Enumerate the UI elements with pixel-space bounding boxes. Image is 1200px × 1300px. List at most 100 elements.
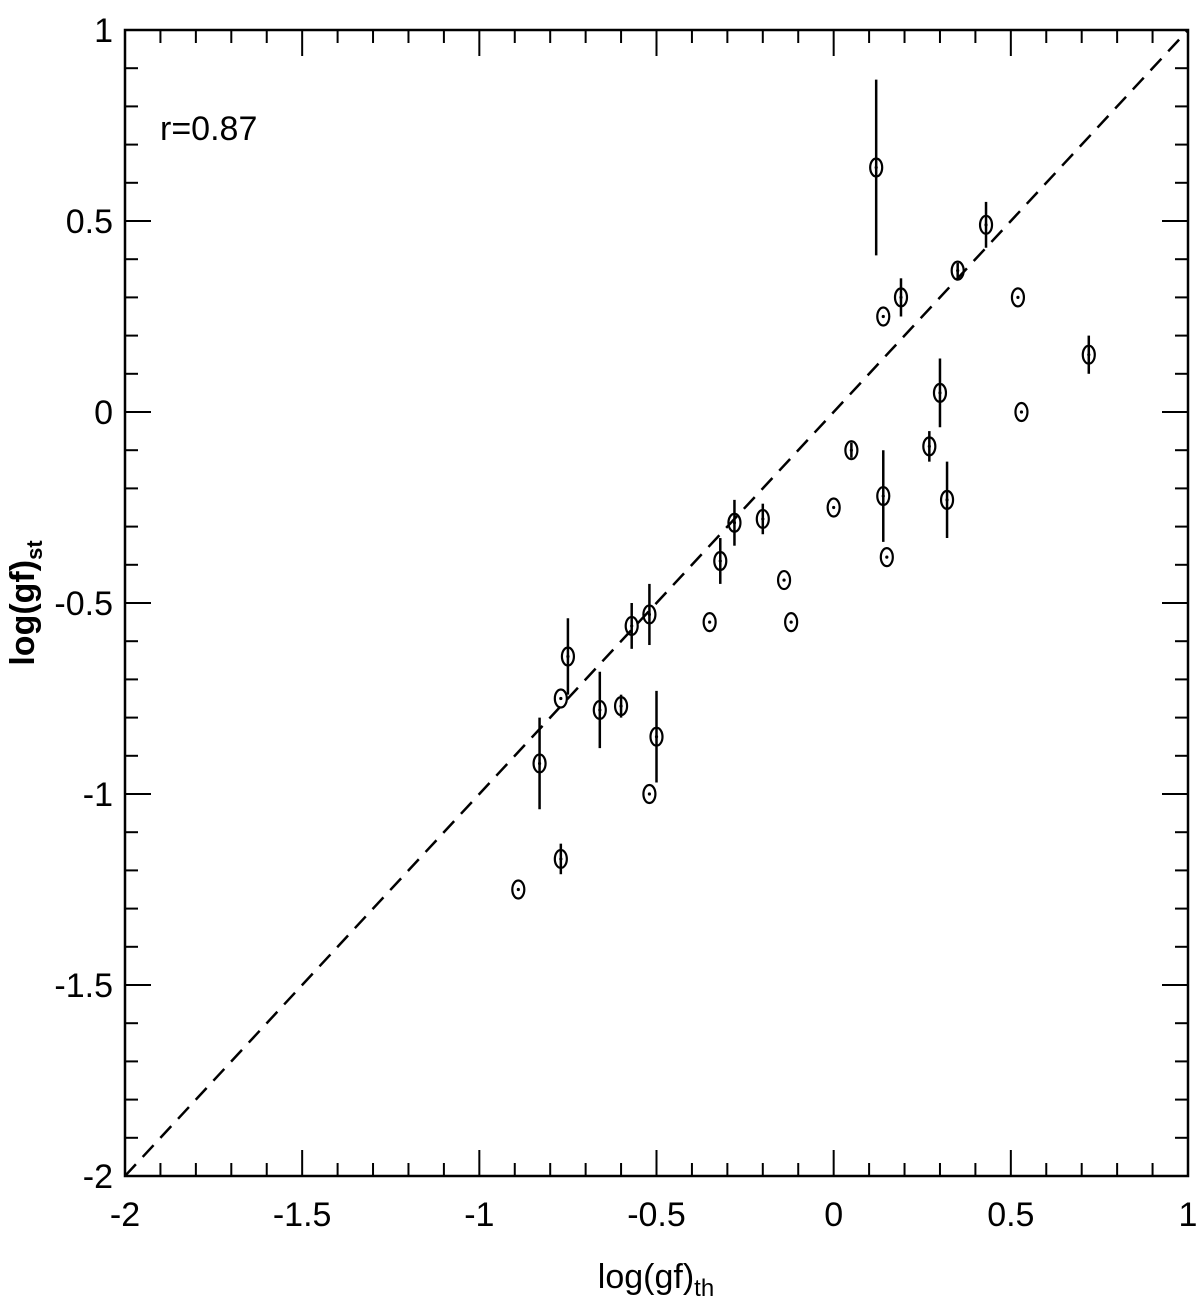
- point-marker: [1081, 344, 1096, 365]
- data-point: [592, 671, 607, 749]
- reference-line: [124, 29, 1189, 1177]
- y-axis-title-sub: st: [22, 540, 47, 560]
- point-center-dot: [516, 887, 520, 892]
- point-center-dot: [927, 444, 931, 448]
- data-point: [613, 694, 629, 718]
- point-marker: [893, 287, 909, 308]
- point-center-dot: [619, 704, 623, 708]
- x-tick-label: -1: [464, 1196, 494, 1234]
- point-marker: [560, 646, 576, 667]
- data-point: [553, 843, 568, 875]
- y-axis-title: log(gf)st: [4, 540, 47, 666]
- point-marker: [1014, 401, 1029, 423]
- point-center-dot: [899, 295, 903, 299]
- data-points: [511, 79, 1096, 900]
- point-center-dot: [956, 269, 960, 273]
- ticks: -2 -1.5 -1 -0.5 0 0.5 1 -2 -1.5 -1 -0.5 0 0.5 1: [54, 12, 1197, 1234]
- point-marker: [869, 157, 884, 178]
- data-point: [727, 499, 742, 546]
- y-tick-label: 0.5: [66, 203, 113, 241]
- point-marker: [876, 306, 891, 327]
- point-marker: [553, 848, 568, 870]
- point-marker: [922, 436, 937, 457]
- data-point: [784, 611, 799, 633]
- point-marker: [755, 508, 770, 530]
- x-axis-title-main: log(gf): [598, 1258, 694, 1296]
- point-center-dot: [881, 314, 885, 319]
- point-marker: [939, 489, 955, 510]
- x-tick-label: 1: [1179, 1196, 1198, 1234]
- data-point: [624, 603, 639, 649]
- reference-line-group: [124, 29, 1189, 1177]
- y-tick-label: -1: [83, 776, 113, 814]
- point-center-dot: [732, 521, 737, 525]
- point-center-dot: [789, 620, 793, 624]
- point-center-dot: [945, 498, 949, 502]
- data-point: [939, 461, 955, 539]
- data-point: [702, 611, 717, 633]
- point-marker: [826, 497, 841, 518]
- data-point: [560, 618, 576, 695]
- x-tick-label: 0.5: [987, 1196, 1034, 1234]
- point-marker: [978, 214, 994, 235]
- point-marker: [727, 512, 742, 533]
- point-marker: [876, 485, 891, 507]
- x-axis-title: log(gf)th: [598, 1258, 714, 1300]
- data-point: [876, 306, 891, 327]
- y-tick-label: -2: [83, 1158, 113, 1196]
- point-center-dot: [874, 165, 878, 170]
- point-center-dot: [832, 505, 836, 510]
- point-center-dot: [1016, 295, 1020, 299]
- data-point: [1014, 401, 1029, 423]
- point-center-dot: [559, 857, 563, 861]
- point-center-dot: [1087, 353, 1091, 357]
- data-point: [826, 497, 841, 518]
- data-point: [978, 201, 994, 248]
- point-marker: [1010, 287, 1026, 308]
- point-center-dot: [761, 517, 765, 521]
- data-point: [642, 783, 657, 805]
- data-point: [713, 538, 728, 584]
- y-tick-label: -1.5: [54, 967, 113, 1005]
- data-point: [642, 583, 657, 646]
- point-marker: [592, 699, 607, 721]
- point-center-dot: [718, 559, 722, 563]
- point-center-dot: [598, 708, 602, 712]
- point-center-dot: [647, 792, 652, 796]
- point-marker: [511, 879, 526, 900]
- point-marker: [553, 688, 568, 709]
- data-point: [879, 547, 894, 568]
- point-center-dot: [559, 696, 563, 701]
- correlation-annotation: r=0.87: [160, 110, 257, 148]
- data-point: [511, 879, 526, 900]
- point-marker: [776, 569, 792, 591]
- point-center-dot: [566, 654, 570, 659]
- data-point: [1010, 287, 1026, 308]
- x-tick-label: -2: [110, 1196, 140, 1234]
- point-center-dot: [647, 612, 652, 617]
- data-point: [932, 358, 948, 428]
- data-point: [893, 278, 909, 317]
- point-marker: [702, 611, 717, 633]
- point-center-dot: [654, 735, 659, 739]
- point-marker: [950, 260, 965, 281]
- data-point: [950, 260, 965, 281]
- x-tick-label: 0: [824, 1196, 843, 1234]
- point-marker: [624, 615, 639, 637]
- y-tick-label: 1: [94, 12, 113, 50]
- point-center-dot: [885, 555, 889, 559]
- point-center-dot: [938, 391, 942, 395]
- point-marker: [879, 547, 894, 568]
- data-point: [869, 79, 884, 256]
- x-tick-label: -0.5: [627, 1196, 686, 1234]
- point-center-dot: [708, 620, 712, 624]
- y-axis-title-main: log(gf): [4, 560, 42, 666]
- point-marker: [784, 611, 799, 633]
- data-point: [876, 450, 891, 542]
- point-center-dot: [782, 578, 786, 582]
- data-point: [553, 688, 568, 709]
- point-marker: [642, 604, 657, 625]
- point-marker: [713, 550, 728, 572]
- point-center-dot: [849, 448, 853, 452]
